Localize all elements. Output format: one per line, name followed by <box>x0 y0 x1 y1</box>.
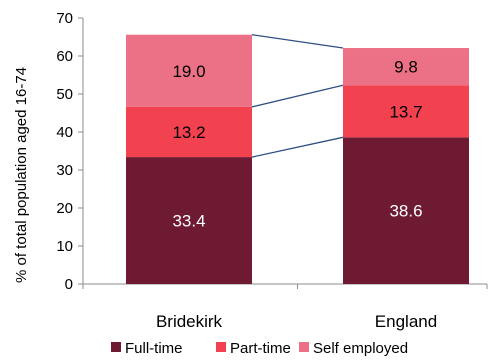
y-tick-label: 60 <box>56 48 73 65</box>
category-label: England <box>375 312 437 331</box>
bar-segment <box>126 106 252 158</box>
bar-segment <box>126 34 252 107</box>
connector-line <box>251 136 344 158</box>
y-tick-label: 30 <box>56 162 73 179</box>
data-label: 13.7 <box>389 102 422 121</box>
legend-label: Full-time <box>125 340 183 357</box>
connector-line <box>251 34 344 49</box>
legend-label: Part-time <box>230 340 291 357</box>
y-tick-label: 0 <box>65 276 73 293</box>
bar-segment <box>343 48 469 86</box>
legend-swatch <box>299 342 309 352</box>
data-label: 33.4 <box>172 212 205 231</box>
bar-segment <box>126 157 252 284</box>
y-tick-label: 10 <box>56 238 73 255</box>
category-label: Bridekirk <box>156 312 223 331</box>
bar-segment <box>343 137 469 284</box>
connector-line <box>251 84 344 108</box>
legend-label: Self employed <box>313 340 408 357</box>
data-label: 38.6 <box>389 202 422 221</box>
y-tick-label: 20 <box>56 200 73 217</box>
bar-segment <box>343 85 469 138</box>
y-axis-title: % of total population aged 16-74 <box>13 67 30 283</box>
data-label: 13.2 <box>172 123 205 142</box>
legend-swatch <box>111 342 121 352</box>
data-label: 19.0 <box>172 62 205 81</box>
y-tick-label: 70 <box>56 10 73 27</box>
legend-swatch <box>216 342 226 352</box>
data-label: 9.8 <box>394 58 418 77</box>
y-tick-label: 50 <box>56 86 73 103</box>
y-tick-label: 40 <box>56 124 73 141</box>
